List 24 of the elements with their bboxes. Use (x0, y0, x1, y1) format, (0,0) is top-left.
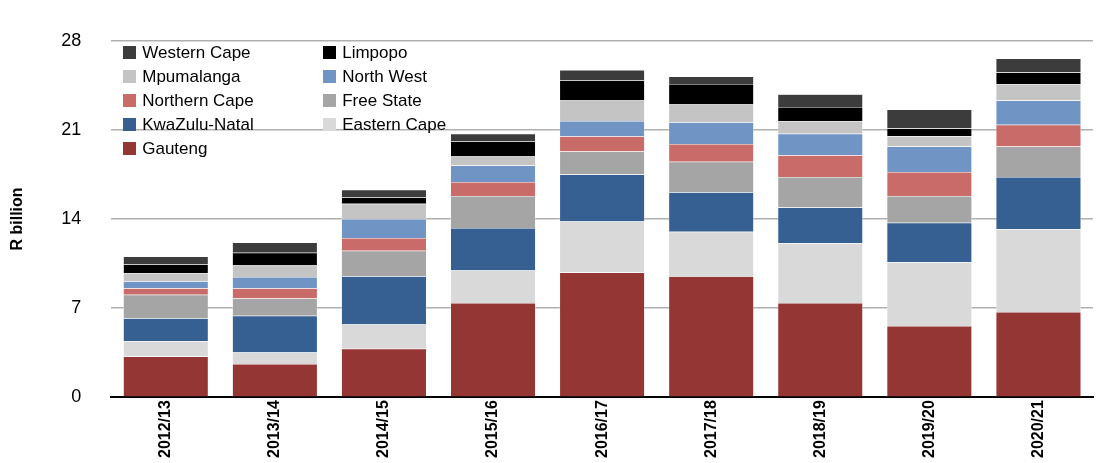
y-tick-label: 28 (61, 29, 82, 50)
y-tick-label: 0 (71, 386, 82, 407)
x-tick-label: 2012/13 (156, 400, 174, 459)
x-tick-label: 2018/19 (810, 400, 828, 459)
legend-label: KwaZulu-Natal (142, 114, 254, 135)
x-tick-label: 2016/17 (592, 400, 610, 459)
y-tick-label: 14 (61, 207, 82, 228)
x-tick-label: 2014/15 (374, 400, 392, 459)
legend-label: Eastern Cape (342, 114, 447, 135)
y-tick-label: 21 (61, 118, 82, 139)
y-axis-title: R billion (8, 187, 26, 251)
x-tick-label: 2017/18 (701, 400, 719, 459)
legend-label: Gauteng (142, 138, 208, 159)
legend-label: Western Cape (142, 42, 251, 63)
legend-label: Free State (342, 90, 422, 111)
legend-label: Northern Cape (142, 90, 254, 111)
x-tick-label: 2015/16 (483, 400, 501, 459)
legend-label: Limpopo (342, 42, 408, 63)
legend-label: North West (342, 66, 427, 87)
legend-label: Mpumalanga (142, 66, 241, 87)
y-tick-label: 7 (71, 297, 82, 318)
x-tick-label: 2013/14 (265, 400, 283, 459)
x-tick-label: 2020/21 (1028, 400, 1046, 459)
x-tick-label: 2019/20 (919, 400, 937, 459)
